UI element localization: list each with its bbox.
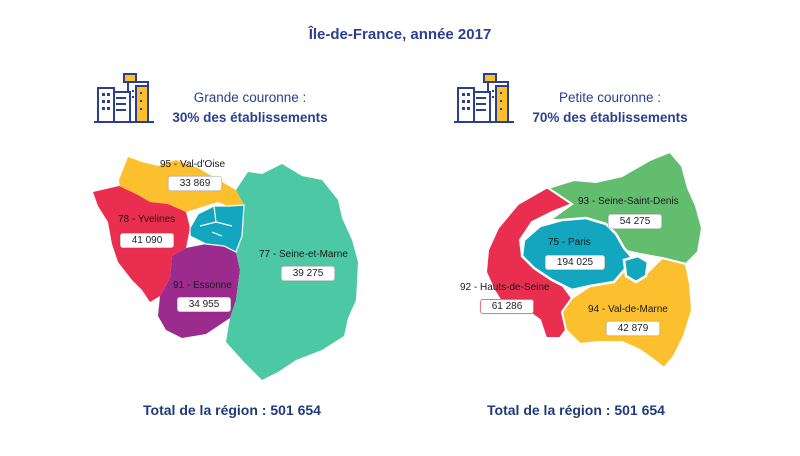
- label-94: 94 - Val-de-Marne: [588, 304, 668, 315]
- value-95: 33 869: [168, 176, 222, 191]
- page-title: Île-de-France, année 2017: [308, 26, 492, 43]
- region-91-essonne: [158, 244, 240, 338]
- label-77: 77 - Seine-et-Marne: [259, 249, 348, 260]
- petite-heading-line2: 70% des établissements: [532, 110, 688, 125]
- petite-couronne-inset-boundaries: [199, 205, 233, 237]
- grande-couronne-map: [93, 157, 358, 380]
- paris-loop-tail: [622, 254, 650, 284]
- value-91: 34 955: [177, 297, 231, 312]
- label-92: 92 - Hauts-de-Seine: [460, 282, 550, 293]
- grande-couronne-panel: Grande couronne : 30% des établissements…: [93, 73, 358, 418]
- grande-heading-line2: 30% des établissements: [172, 110, 328, 125]
- value-75: 194 025: [545, 255, 605, 270]
- label-93: 93 - Seine-Saint-Denis: [578, 196, 679, 207]
- grande-heading-line1: Grande couronne :: [193, 90, 307, 105]
- value-92: 61 286: [480, 299, 534, 314]
- petite-total: Total de la région : 501 654: [487, 402, 665, 418]
- region-petite-couronne-inset: [189, 204, 245, 253]
- value-94: 42 879: [606, 321, 660, 336]
- label-75: 75 - Paris: [548, 237, 591, 248]
- petite-heading-line1: Petite couronne :: [558, 90, 662, 105]
- value-78: 41 090: [120, 233, 174, 248]
- grande-total: Total de la région : 501 654: [143, 402, 321, 418]
- buildings-icon: [94, 73, 154, 123]
- petite-couronne-heading: Petite couronne : 70% des établissements: [510, 88, 710, 128]
- petite-couronne-panel: Petite couronne : 70% des établissements…: [400, 0, 800, 456]
- label-91: 91 - Essonne: [173, 280, 232, 291]
- label-78: 78 - Yvelines: [118, 214, 176, 225]
- buildings-icon: [454, 73, 514, 123]
- value-93: 54 275: [608, 214, 662, 229]
- label-95: 95 - Val-d'Oise: [160, 159, 226, 170]
- grande-couronne-heading: Grande couronne : 30% des établissements: [150, 88, 350, 128]
- value-77: 39 275: [281, 266, 335, 281]
